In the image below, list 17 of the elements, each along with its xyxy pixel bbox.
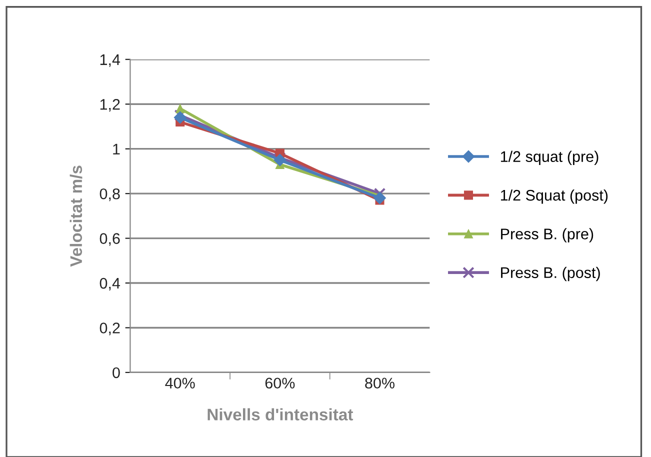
x-tick-label: 80% <box>365 378 394 389</box>
y-tick-label: 1 <box>113 144 120 154</box>
y-tick-label: 0,6 <box>100 233 120 246</box>
x-tick-label: 60% <box>265 378 295 389</box>
legend-label: Press B. (post) <box>501 266 600 282</box>
y-tick-label: 0,4 <box>100 278 120 291</box>
x-tick-label: 40% <box>165 378 195 389</box>
y-axis-title: Velocitat m/s <box>70 166 82 267</box>
legend-label: 1/2 Squat (post) <box>500 189 608 204</box>
legend-label: 1/2 squat (pre) <box>500 150 598 166</box>
y-tick-label: 0 <box>112 367 120 378</box>
y-tick-label: 1,4 <box>100 54 120 67</box>
y-tick-label: 0,8 <box>100 188 120 202</box>
legend-label: Press B. (pre) <box>501 228 594 242</box>
y-tick-label: 0,2 <box>100 322 120 336</box>
y-tick-label: 1,2 <box>100 99 120 112</box>
x-axis-title: Nivells d'intensitat <box>208 408 354 420</box>
